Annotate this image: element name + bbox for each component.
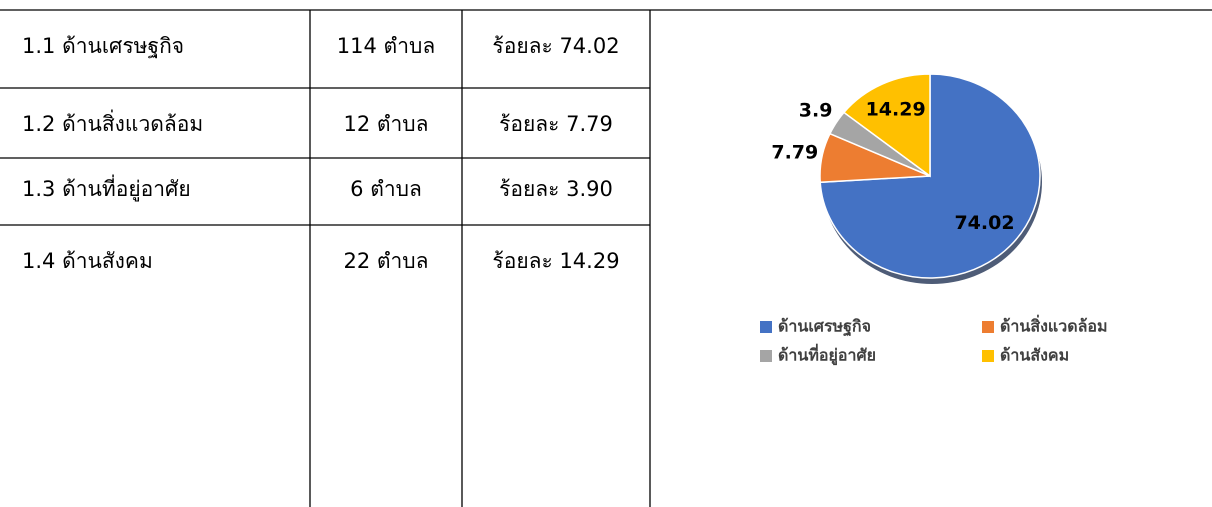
data-label: 7.79 bbox=[771, 141, 818, 163]
pie-slice bbox=[842, 73, 931, 178]
data-label: 74.02 bbox=[954, 212, 1014, 234]
data-label: 14.29 bbox=[866, 98, 926, 120]
legend-label: ด้านที่อยู่อาศัย bbox=[778, 344, 876, 367]
data-label: 3.9 bbox=[799, 99, 833, 121]
legend-swatch bbox=[760, 350, 772, 362]
table-cell: 1.3 ด้านที่อยู่อาศัย bbox=[22, 174, 191, 202]
table-cell: 114 ตำบล bbox=[337, 34, 435, 58]
table-lines bbox=[0, 9, 1212, 507]
table-cell: 1.1 ด้านเศรษฐกิจ bbox=[22, 34, 184, 58]
table-cell: ร้อยละ 3.90 bbox=[499, 177, 613, 201]
legend-label: ด้านสิ่งแวดล้อม bbox=[1000, 315, 1108, 336]
table-cell: 12 ตำบล bbox=[343, 112, 428, 136]
table-cell: ร้อยละ 74.02 bbox=[492, 34, 619, 58]
legend-swatch bbox=[982, 350, 994, 362]
table-cell: 22 ตำบล bbox=[343, 249, 428, 273]
legend-label: ด้านเศรษฐกิจ bbox=[778, 317, 871, 337]
table-cell: 1.4 ด้านสังคม bbox=[22, 249, 153, 273]
legend-label: ด้านสังคม bbox=[1000, 346, 1069, 365]
table-cell: ร้อยละ 14.29 bbox=[492, 249, 619, 273]
legend-swatch bbox=[760, 321, 772, 333]
table-cell: 1.2 ด้านสิ่งแวดล้อม bbox=[22, 109, 203, 136]
legend-swatch bbox=[982, 321, 994, 333]
table-cell: 6 ตำบล bbox=[350, 177, 422, 201]
table-cell: ร้อยละ 7.79 bbox=[499, 112, 613, 136]
